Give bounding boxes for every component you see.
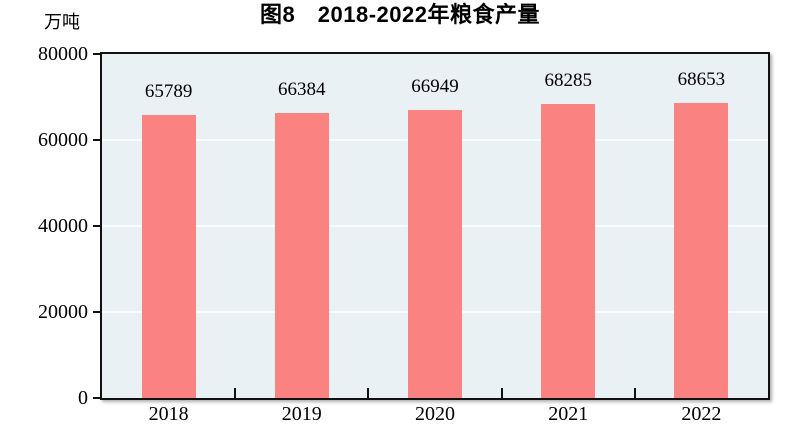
y-axis-tick-40000	[93, 225, 100, 227]
bar-value-label-2018: 65789	[144, 81, 193, 103]
y-tick-label-40000: 40000	[38, 215, 88, 237]
y-tick-label-0: 0	[78, 387, 88, 409]
bar-2020	[408, 110, 462, 398]
x-tick-label-2021: 2021	[548, 403, 589, 425]
x-axis-tick-2	[367, 388, 370, 398]
y-tick-label-60000: 60000	[38, 129, 88, 151]
bar-2018	[141, 115, 196, 398]
x-tick-label-2018: 2018	[148, 403, 189, 425]
bar-value-label-2022: 68653	[677, 68, 726, 90]
x-axis-tick-1	[234, 388, 237, 398]
x-tick-label-2019: 2019	[281, 403, 322, 425]
y-axis-tick-60000	[93, 139, 100, 141]
x-tick-label-2022: 2022	[681, 403, 722, 425]
bar-value-label-2020: 66949	[411, 76, 459, 98]
bar-value-label-2019: 66384	[278, 78, 326, 100]
y-axis-tick-80000	[93, 53, 100, 55]
bar-2022	[674, 102, 729, 398]
y-tick-label-80000: 80000	[38, 43, 88, 65]
bar-2019	[274, 112, 329, 398]
x-axis-tick-4	[633, 388, 636, 398]
y-axis-tick-20000	[93, 311, 100, 313]
y-tick-label-20000: 20000	[38, 301, 88, 323]
plot-area: 65789 66384 66949 68285 68653	[100, 52, 770, 400]
x-axis-tick-3	[500, 388, 503, 398]
y-axis-tick-0	[93, 397, 100, 399]
bar-value-label-2021: 68285	[544, 70, 592, 92]
chart-title: 图8 2018-2022年粮食产量	[260, 2, 540, 27]
bar-2021	[541, 104, 596, 398]
x-tick-label-2020: 2020	[415, 403, 455, 425]
y-axis-unit-label: 万吨	[44, 12, 80, 32]
